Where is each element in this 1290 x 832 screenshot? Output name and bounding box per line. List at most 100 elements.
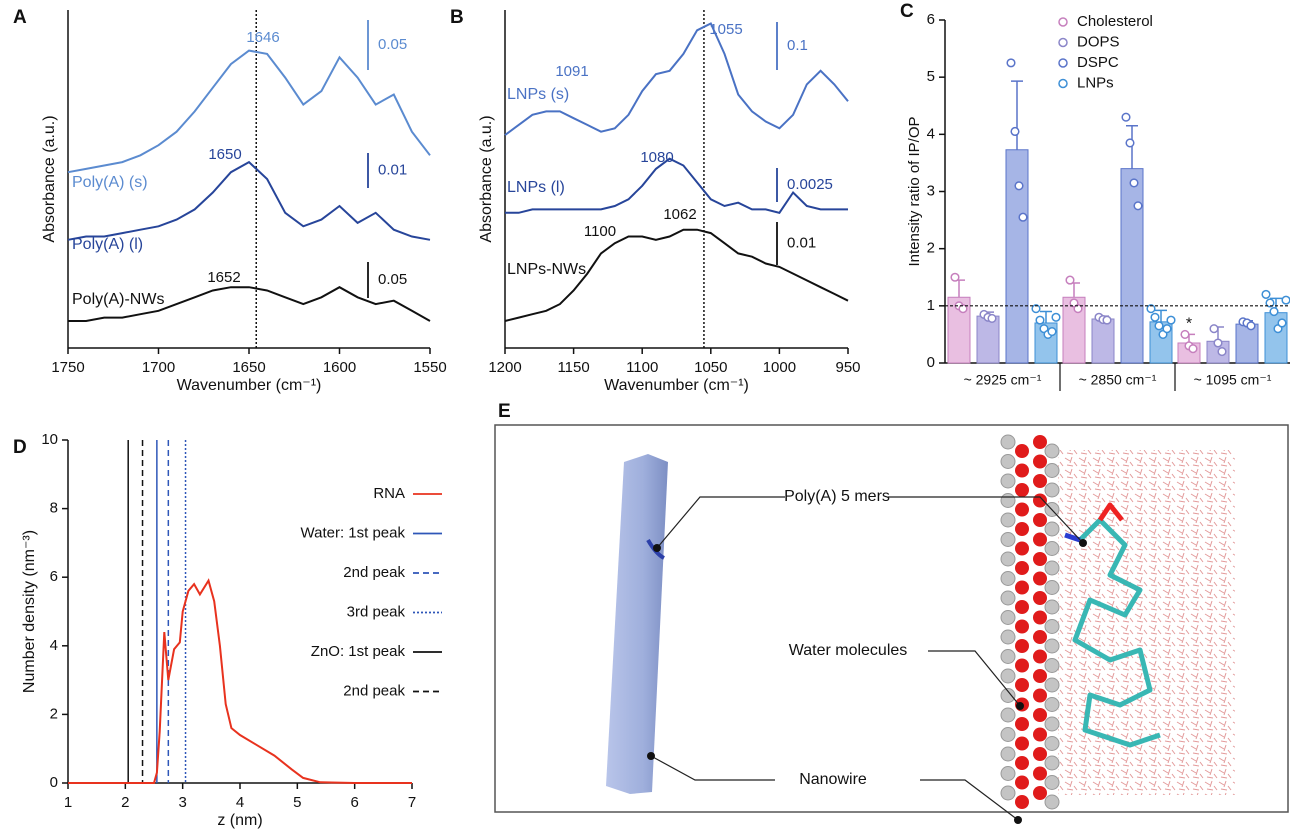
nanowire xyxy=(606,454,668,794)
data-point xyxy=(1065,275,1075,285)
atom xyxy=(1044,560,1060,576)
data-point xyxy=(987,313,997,323)
atom xyxy=(1000,512,1016,528)
atom xyxy=(1033,766,1047,781)
y-tick-label: 6 xyxy=(927,11,935,28)
x-tick-label: ~ 2925 cm⁻¹ xyxy=(964,372,1042,388)
data-point xyxy=(1047,327,1057,337)
atom xyxy=(1033,610,1047,625)
atom xyxy=(1015,541,1029,556)
x-tick-label: 1600 xyxy=(323,359,356,376)
atom xyxy=(1000,688,1016,703)
atom xyxy=(1000,766,1016,781)
legend-label: LNPs xyxy=(1077,74,1114,91)
y-tick-label: 2 xyxy=(50,705,58,722)
data-point xyxy=(1006,58,1016,68)
atom xyxy=(1000,707,1016,723)
atom xyxy=(1015,639,1029,653)
atom xyxy=(1033,552,1047,566)
legend-label: DSPC xyxy=(1077,54,1119,71)
data-point xyxy=(1217,347,1227,357)
atom xyxy=(1000,551,1016,567)
scale-label: 0.0025 xyxy=(787,176,833,193)
atom xyxy=(1033,474,1047,488)
atom xyxy=(1033,669,1047,683)
data-point xyxy=(1031,304,1041,314)
x-tick-label: 7 xyxy=(408,794,416,811)
data-point xyxy=(1129,178,1139,188)
data-point xyxy=(1188,344,1198,354)
legend-swatch xyxy=(1058,78,1068,89)
diagram-label: Nanowire xyxy=(799,771,867,788)
x-tick-label: ~ 1095 cm⁻¹ xyxy=(1194,372,1272,388)
atom xyxy=(1033,493,1047,508)
y-tick-label: 4 xyxy=(927,125,935,142)
x-tick-label: 5 xyxy=(293,794,301,811)
water-box xyxy=(1058,450,1235,795)
atom xyxy=(1000,454,1016,469)
x-tick-label: 1650 xyxy=(232,359,265,376)
x-axis-label: Wavenumber (cm⁻¹) xyxy=(604,377,749,394)
poly-a xyxy=(1064,502,1161,748)
atom xyxy=(1015,561,1029,575)
legend-swatch xyxy=(1058,17,1068,27)
atom xyxy=(1033,786,1047,800)
panel-e: E Poly(A) 5 mers Water molecules Nanowir… xyxy=(494,401,1289,824)
peak-label: 1100 xyxy=(584,223,616,240)
y-axis-label: Number density (nm⁻³) xyxy=(21,530,38,693)
atom xyxy=(1015,580,1029,595)
error-bar xyxy=(1011,80,1023,150)
x-tick-label: 950 xyxy=(835,359,860,376)
data-point xyxy=(1281,295,1290,305)
atom xyxy=(1044,697,1060,712)
x-tick-label: 1150 xyxy=(557,359,589,376)
data-point xyxy=(1073,304,1083,314)
x-tick-label: 4 xyxy=(236,794,244,811)
data-point xyxy=(1277,318,1287,328)
atom xyxy=(1044,443,1060,459)
legend-label: 2nd peak xyxy=(343,682,405,699)
atom xyxy=(1033,747,1047,761)
y-axis-label: Absorbance (a.u.) xyxy=(41,115,58,242)
atom xyxy=(1000,649,1016,664)
atom xyxy=(1015,600,1029,614)
atom xyxy=(1015,717,1029,731)
y-tick-label: 6 xyxy=(50,568,58,585)
data-point xyxy=(1146,304,1156,314)
scale-label: 0.01 xyxy=(378,161,407,178)
error-bar xyxy=(1068,282,1080,298)
atom xyxy=(1015,502,1029,517)
data-point xyxy=(1166,315,1176,325)
error-bar xyxy=(1126,125,1138,169)
series-line xyxy=(67,160,431,241)
data-point xyxy=(1125,138,1135,148)
legend-label: 2nd peak xyxy=(343,564,405,581)
series-line xyxy=(68,286,431,322)
atom xyxy=(1015,463,1029,478)
atom xyxy=(1000,610,1016,625)
atom xyxy=(1015,483,1029,497)
scale-label: 0.1 xyxy=(787,37,808,54)
atom xyxy=(1000,590,1016,606)
data-point xyxy=(1018,212,1028,222)
bar xyxy=(1091,318,1115,364)
legend-label: DOPS xyxy=(1077,33,1120,50)
peak-label: 1091 xyxy=(555,63,588,80)
atom xyxy=(1044,736,1060,751)
y-tick-label: 3 xyxy=(927,182,935,199)
legend-swatch xyxy=(1058,37,1068,48)
y-tick-label: 0 xyxy=(927,354,935,371)
error-bar xyxy=(1155,309,1167,322)
scale-label: 0.05 xyxy=(378,36,407,53)
leader-lines xyxy=(650,496,1084,821)
atom xyxy=(1015,444,1029,458)
y-tick-label: 8 xyxy=(50,500,58,517)
data-point xyxy=(1010,126,1020,137)
atom xyxy=(1015,658,1029,673)
atom xyxy=(1044,658,1060,673)
series-label: Poly(A) (l) xyxy=(72,236,143,253)
atom xyxy=(1033,630,1047,644)
series-label: Poly(A)-NWs xyxy=(72,291,164,308)
data-point xyxy=(1035,315,1045,325)
data-point xyxy=(1051,312,1061,322)
